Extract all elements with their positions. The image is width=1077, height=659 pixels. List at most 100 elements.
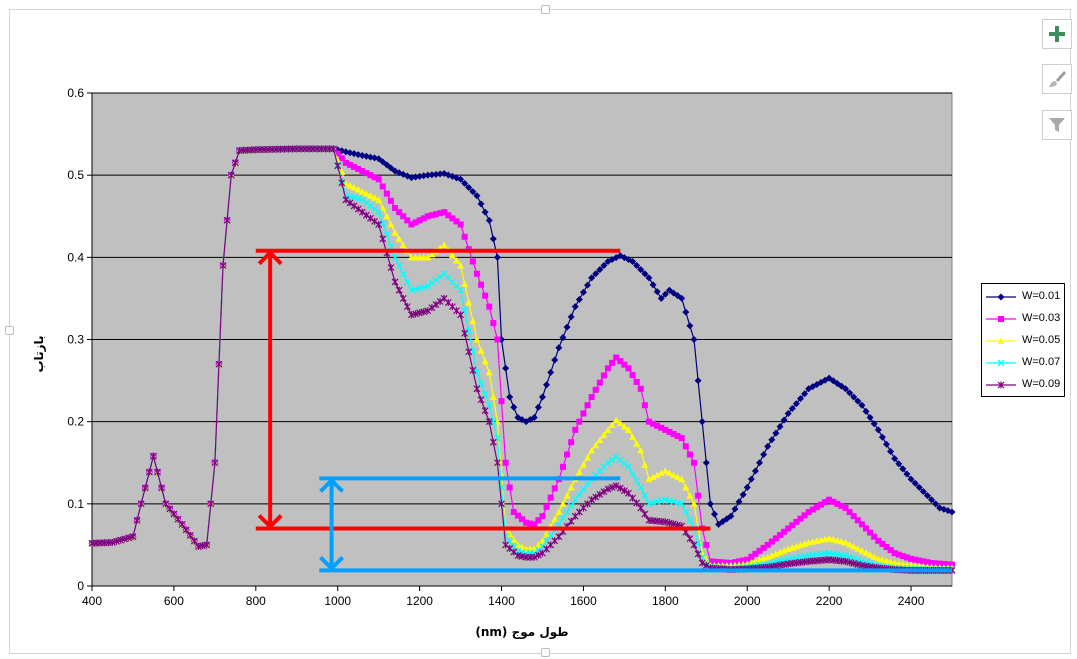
y-tick-label: 0.4 <box>67 250 84 264</box>
data-point <box>133 516 141 524</box>
data-point <box>764 553 772 561</box>
data-point <box>637 266 645 274</box>
data-point <box>477 200 485 208</box>
data-point <box>633 477 641 485</box>
data-point <box>711 558 718 565</box>
data-point <box>600 262 608 270</box>
data-point <box>882 440 890 448</box>
data-point <box>387 164 395 172</box>
data-point <box>854 517 861 524</box>
data-point <box>350 183 358 191</box>
data-point <box>916 557 923 564</box>
data-point <box>850 543 858 550</box>
data-point <box>637 446 645 454</box>
x-tick-label: 2200 <box>816 594 843 608</box>
data-point <box>649 473 657 481</box>
data-point <box>395 286 403 294</box>
chart-filters-button[interactable] <box>1042 110 1072 140</box>
legend-swatch <box>986 359 1016 367</box>
data-point <box>842 504 849 511</box>
data-point <box>584 454 592 461</box>
data-point <box>796 395 804 403</box>
data-point <box>424 253 432 261</box>
x-tick-label: 2000 <box>734 594 761 608</box>
data-point <box>575 295 583 303</box>
annotation-double-arrow <box>257 249 283 530</box>
data-point <box>424 307 432 315</box>
data-point <box>379 158 387 166</box>
data-point <box>547 368 555 376</box>
data-point <box>424 171 432 179</box>
data-point <box>530 414 538 422</box>
data-point <box>752 550 759 557</box>
data-point <box>399 270 407 278</box>
legend-item: W=0.07 <box>982 352 1064 374</box>
data-point <box>867 529 874 536</box>
data-point <box>997 359 1005 367</box>
data-point <box>801 512 808 519</box>
data-point <box>555 520 563 528</box>
resize-handle-top[interactable] <box>541 5 550 14</box>
data-point <box>604 426 612 433</box>
x-tick-label: 400 <box>82 594 102 608</box>
data-point <box>334 156 342 164</box>
data-point <box>772 550 780 557</box>
data-point <box>899 465 907 473</box>
data-point <box>362 199 370 207</box>
data-point <box>523 519 530 526</box>
data-point <box>396 209 403 216</box>
data-point <box>113 537 120 545</box>
data-point <box>154 468 161 476</box>
data-point <box>915 483 923 491</box>
data-point <box>367 214 374 222</box>
data-point <box>493 253 501 261</box>
data-point <box>575 468 583 475</box>
data-point <box>395 235 403 242</box>
annotation-double-arrow <box>319 477 344 572</box>
resize-handle-left[interactable] <box>5 326 14 335</box>
data-point <box>592 386 599 393</box>
data-point <box>874 555 882 562</box>
data-point <box>375 196 383 203</box>
data-point <box>543 503 550 510</box>
data-point <box>911 479 919 487</box>
data-point <box>858 547 866 554</box>
data-point <box>571 303 579 311</box>
plus-icon <box>1049 26 1065 42</box>
data-point <box>478 281 485 288</box>
resize-handle-bottom[interactable] <box>541 648 550 657</box>
data-point <box>612 416 620 424</box>
data-point <box>498 500 505 508</box>
data-point <box>371 217 378 225</box>
chart-styles-button[interactable] <box>1042 64 1072 94</box>
data-point <box>686 492 694 499</box>
data-point <box>371 205 379 213</box>
data-point <box>547 494 554 501</box>
data-point <box>350 194 358 202</box>
data-point <box>600 372 607 379</box>
data-point <box>657 497 665 505</box>
data-point <box>489 393 497 401</box>
data-point <box>502 364 510 372</box>
data-point <box>490 320 497 327</box>
data-point <box>375 208 383 216</box>
data-point <box>653 471 661 479</box>
data-point <box>174 515 182 523</box>
data-point <box>412 285 419 293</box>
data-point <box>781 528 788 535</box>
data-point <box>801 390 809 398</box>
data-point <box>534 541 542 548</box>
data-point <box>576 418 583 425</box>
add-chart-element-button[interactable] <box>1042 19 1072 49</box>
data-point <box>727 512 735 520</box>
data-point <box>629 372 636 379</box>
data-point <box>383 161 391 169</box>
data-point <box>866 414 874 422</box>
data-point <box>735 498 743 506</box>
data-point <box>600 431 608 439</box>
data-point <box>903 554 910 561</box>
data-point <box>768 552 776 559</box>
data-point <box>887 547 894 554</box>
data-point <box>539 513 546 520</box>
data-point <box>678 475 686 483</box>
